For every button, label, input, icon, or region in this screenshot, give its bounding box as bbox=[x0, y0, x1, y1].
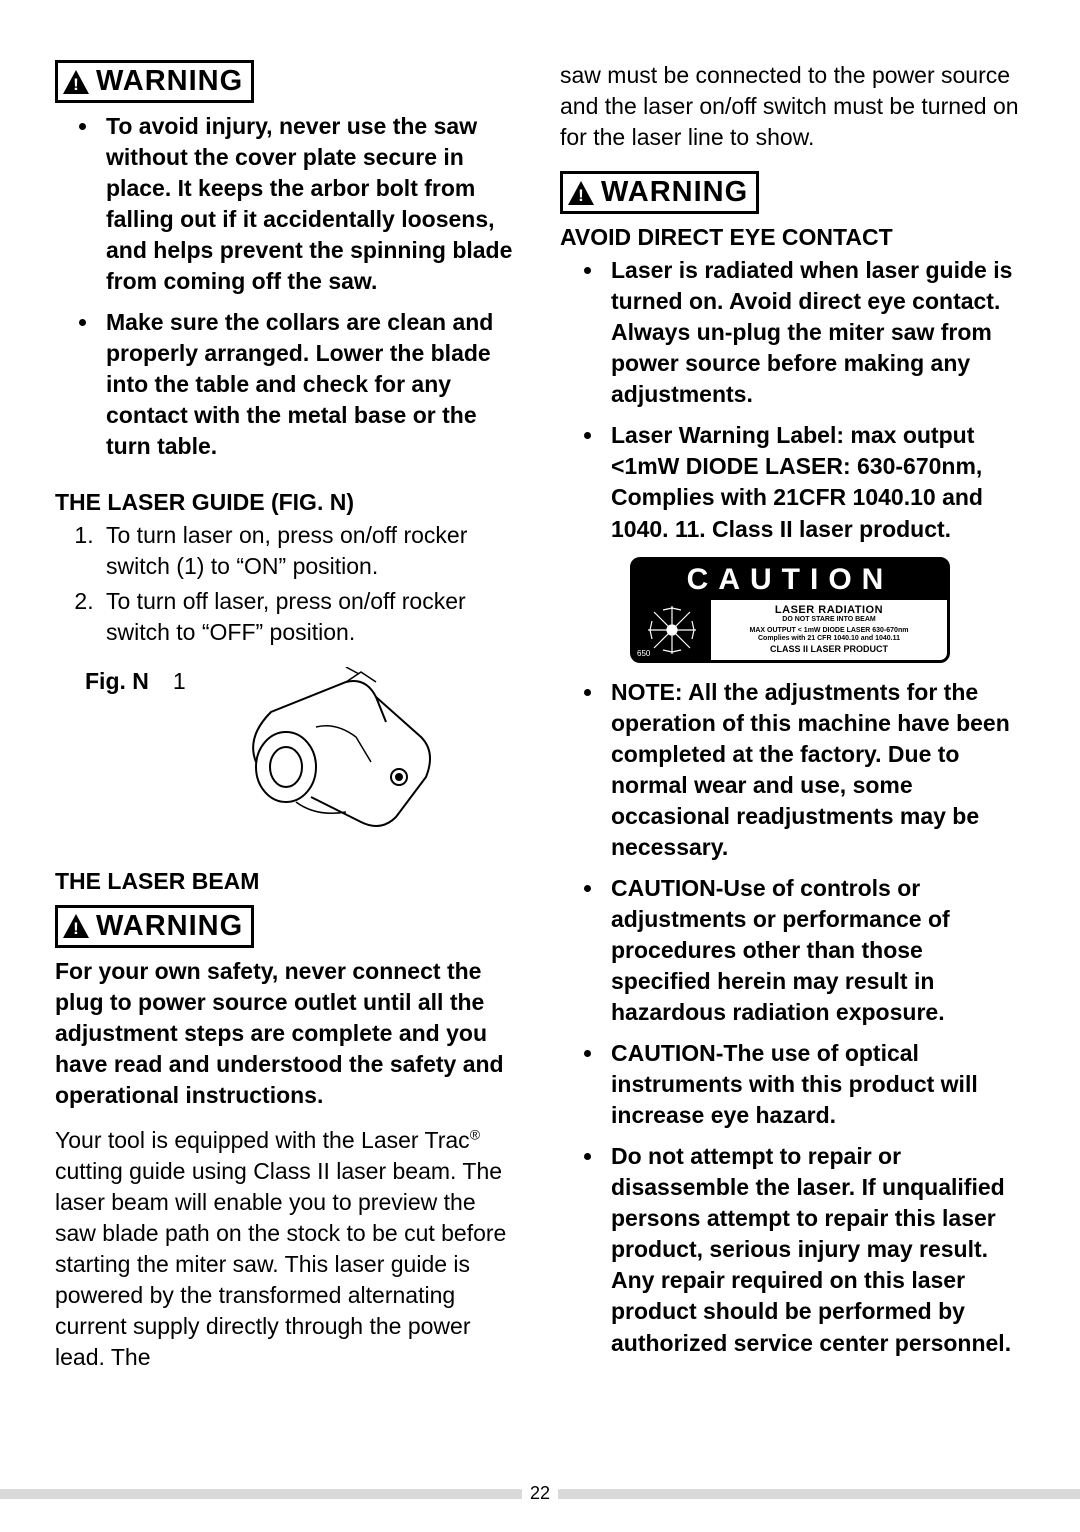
caution-line: CLASS II LASER PRODUCT bbox=[715, 645, 943, 655]
list-item: To turn laser on, press on/off rocker sw… bbox=[100, 520, 520, 582]
figure-label: Fig. N bbox=[85, 668, 149, 695]
svg-text:!: ! bbox=[578, 186, 584, 205]
figure-n-row: Fig. N 1 bbox=[85, 662, 520, 842]
body-paragraph-right: saw must be connected to the power sourc… bbox=[560, 60, 1025, 153]
caution-num: 650 bbox=[637, 649, 650, 658]
footer-bar-left bbox=[0, 1489, 522, 1499]
list-item: Make sure the collars are clean and prop… bbox=[100, 307, 520, 462]
page-footer: 22 bbox=[0, 1483, 1080, 1504]
warning-triangle-icon: ! bbox=[567, 180, 595, 206]
laser-guide-steps: To turn laser on, press on/off rocker sw… bbox=[55, 520, 520, 648]
list-item: Laser Warning Label: max output <1mW DIO… bbox=[605, 420, 1025, 544]
svg-text:!: ! bbox=[73, 75, 79, 94]
list-item: CAUTION-The use of optical instruments w… bbox=[605, 1038, 1025, 1131]
caution-label-graphic: CAUTION 650 bbox=[630, 557, 950, 663]
body-text-a: Your tool is equipped with the Laser Tra… bbox=[55, 1127, 470, 1153]
right-column: saw must be connected to the power sourc… bbox=[560, 60, 1025, 1460]
list-item: Do not attempt to repair or disassemble … bbox=[605, 1141, 1025, 1358]
avoid-eye-contact-heading: AVOID DIRECT EYE CONTACT bbox=[560, 224, 1025, 251]
warning-badge-1: ! WARNING bbox=[55, 60, 254, 103]
page-number: 22 bbox=[522, 1483, 558, 1504]
caution-line: MAX OUTPUT < 1mW DIODE LASER 630-670nm bbox=[715, 627, 943, 635]
warning-triangle-icon: ! bbox=[62, 913, 90, 939]
warning-label: WARNING bbox=[96, 65, 243, 98]
footer-bar-right bbox=[558, 1489, 1080, 1499]
body-text-b: cutting guide using Class II laser beam.… bbox=[55, 1158, 506, 1370]
list-item: To avoid injury, never use the saw witho… bbox=[100, 111, 520, 297]
notes-list: NOTE: All the adjustments for the operat… bbox=[560, 677, 1025, 1359]
caution-line: LASER RADIATION bbox=[715, 604, 943, 616]
list-item: To turn off laser, press on/off rocker s… bbox=[100, 586, 520, 648]
body-paragraph-left: Your tool is equipped with the Laser Tra… bbox=[55, 1125, 520, 1373]
caution-line: DO NOT STARE INTO BEAM bbox=[715, 616, 943, 624]
laser-starburst-icon: 650 bbox=[633, 600, 711, 660]
list-item: CAUTION-Use of controls or adjustments o… bbox=[605, 873, 1025, 1028]
laser-beam-heading: THE LASER BEAM bbox=[55, 868, 520, 895]
figure-callout: 1 bbox=[173, 668, 186, 695]
svg-text:!: ! bbox=[73, 919, 79, 938]
warning-label: WARNING bbox=[96, 910, 243, 943]
caution-text-block: LASER RADIATION DO NOT STARE INTO BEAM M… bbox=[711, 600, 947, 660]
warning1-list: To avoid injury, never use the saw witho… bbox=[55, 111, 520, 463]
warning-badge-3: ! WARNING bbox=[560, 171, 759, 214]
caution-line: Complies with 21 CFR 1040.10 and 1040.11 bbox=[715, 635, 943, 643]
registered-mark: ® bbox=[470, 1126, 480, 1142]
list-item: NOTE: All the adjustments for the operat… bbox=[605, 677, 1025, 863]
laser-guide-heading: THE LASER GUIDE (FIG. N) bbox=[55, 489, 520, 516]
figure-n-icon bbox=[206, 662, 466, 842]
warning-badge-2: ! WARNING bbox=[55, 905, 254, 948]
left-column: ! WARNING To avoid injury, never use the… bbox=[55, 60, 520, 1460]
caution-title: CAUTION bbox=[633, 560, 947, 600]
warning-triangle-icon: ! bbox=[62, 69, 90, 95]
warning-label: WARNING bbox=[601, 176, 748, 209]
warning3-list: Laser is radiated when laser guide is tu… bbox=[560, 255, 1025, 544]
list-item: Laser is radiated when laser guide is tu… bbox=[605, 255, 1025, 410]
warning2-text: For your own safety, never connect the p… bbox=[55, 956, 520, 1111]
